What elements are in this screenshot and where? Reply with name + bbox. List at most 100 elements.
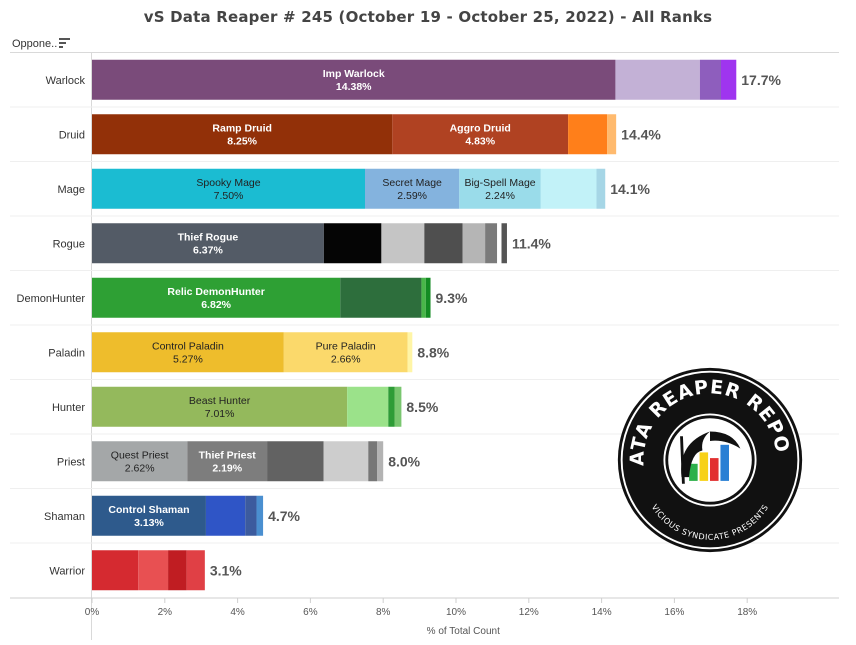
bar-segment	[720, 59, 737, 100]
category-label-demonhunter: DemonHunter	[17, 293, 86, 305]
category-label-warrior: Warrior	[49, 565, 85, 577]
bar-segment	[421, 277, 426, 318]
x-tick-label: 0%	[85, 607, 100, 618]
segment-value-label: 14.38%	[336, 81, 372, 93]
chart-title: vS Data Reaper # 245 (October 19 - Octob…	[143, 8, 713, 26]
category-label-warlock: Warlock	[46, 75, 86, 87]
bar-segment	[267, 441, 324, 482]
total-label: 14.4%	[621, 126, 661, 142]
bar-segment	[407, 332, 413, 373]
segment-name-label: Quest Priest	[111, 449, 169, 461]
total-label: 4.7%	[268, 508, 300, 524]
segment-name-label: Ramp Druid	[212, 122, 272, 134]
segment-name-label: Control Shaman	[108, 504, 189, 516]
bar-segment	[607, 114, 617, 155]
segment-name-label: Imp Warlock	[323, 68, 385, 80]
data-reaper-report-logo: DATA REAPER REPORT VICIOUS SYNDICATE PRE…	[615, 365, 803, 553]
bar-segment	[92, 168, 365, 209]
category-label-priest: Priest	[57, 456, 85, 468]
x-tick-label: 12%	[519, 607, 539, 618]
bar-segment	[168, 550, 187, 591]
x-tick-label: 8%	[376, 607, 391, 618]
bar-segment	[615, 59, 700, 100]
segment-value-label: 2.66%	[331, 353, 361, 365]
bar-segment	[92, 550, 139, 591]
total-label: 3.1%	[210, 562, 242, 578]
sort-icon[interactable]	[59, 38, 71, 48]
bar-segment	[92, 332, 284, 373]
bar-segment	[92, 386, 348, 427]
bar-segment	[92, 59, 616, 100]
segment-name-label: Control Paladin	[152, 340, 224, 352]
bar-segment	[497, 223, 502, 264]
bar-segment	[381, 223, 425, 264]
category-label-druid: Druid	[59, 129, 85, 141]
category-label-paladin: Paladin	[48, 347, 85, 359]
segment-value-label: 2.24%	[485, 190, 515, 202]
bar-segment	[340, 277, 422, 318]
segment-name-label: Thief Priest	[199, 449, 257, 461]
bar-segment	[394, 386, 402, 427]
category-label-mage: Mage	[57, 184, 85, 196]
x-tick-label: 4%	[230, 607, 245, 618]
bar-segment	[424, 223, 463, 264]
bar-segment	[283, 332, 408, 373]
bar-segment	[388, 386, 395, 427]
segment-value-label: 5.27%	[173, 353, 203, 365]
bar-segment	[323, 223, 382, 264]
segment-name-label: Aggro Druid	[450, 122, 511, 134]
bar-segment	[462, 223, 486, 264]
category-label-rogue: Rogue	[53, 238, 85, 250]
segment-value-label: 7.01%	[205, 408, 235, 420]
bar-segment	[186, 550, 205, 591]
bar-segment	[347, 386, 389, 427]
segment-name-label: Spooky Mage	[196, 177, 260, 189]
bar-segment	[92, 441, 188, 482]
bar-segment	[568, 114, 608, 155]
bar-segment	[256, 495, 264, 536]
x-tick-label: 18%	[737, 607, 757, 618]
segment-name-label: Big-Spell Mage	[464, 177, 535, 189]
bar-segment	[245, 495, 257, 536]
bar-segment	[365, 168, 460, 209]
bar-segment	[377, 441, 384, 482]
bar-segment	[425, 277, 431, 318]
segment-value-label: 4.83%	[465, 135, 495, 147]
x-tick-label: 10%	[446, 607, 466, 618]
bar-segment	[501, 223, 507, 264]
total-label: 17.7%	[741, 72, 781, 88]
total-label: 8.8%	[417, 344, 449, 360]
bar-segment	[138, 550, 169, 591]
bar-segment	[92, 114, 393, 155]
segment-value-label: 8.25%	[227, 135, 257, 147]
bar-segment	[92, 223, 324, 264]
segment-name-label: Pure Paladin	[316, 340, 376, 352]
x-tick-label: 6%	[303, 607, 318, 618]
bar-segment	[485, 223, 498, 264]
segment-name-label: Thief Rogue	[178, 231, 239, 243]
total-label: 14.1%	[610, 181, 650, 197]
segment-name-label: Secret Mage	[382, 177, 442, 189]
segment-value-label: 3.13%	[134, 517, 164, 529]
bar-segment	[368, 441, 378, 482]
bar-segment	[323, 441, 369, 482]
segment-value-label: 2.19%	[212, 462, 242, 474]
x-axis-title: % of Total Count	[427, 626, 500, 637]
segment-value-label: 6.37%	[193, 244, 223, 256]
segment-name-label: Relic DemonHunter	[167, 286, 264, 298]
total-label: 9.3%	[436, 290, 468, 306]
total-label: 11.4%	[512, 235, 551, 251]
bar-segment	[187, 441, 268, 482]
bar-segment	[92, 495, 206, 536]
bar-segment	[699, 59, 721, 100]
bar-segment	[540, 168, 597, 209]
total-label: 8.0%	[388, 453, 420, 469]
segment-value-label: 2.59%	[397, 190, 427, 202]
category-label-hunter: Hunter	[52, 402, 85, 414]
category-label-shaman: Shaman	[44, 511, 85, 523]
total-label: 8.5%	[406, 399, 438, 415]
bar-segment	[459, 168, 541, 209]
opponent-column-header[interactable]: Oppone..	[12, 38, 58, 50]
bar-segment	[392, 114, 569, 155]
